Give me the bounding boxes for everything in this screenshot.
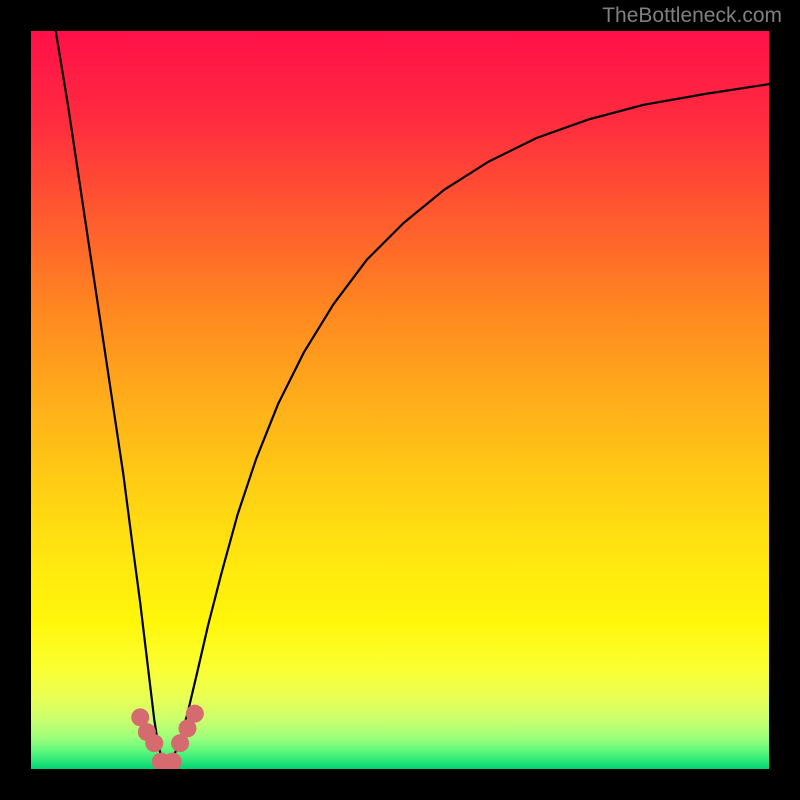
watermark-text: TheBottleneck.com [602,4,782,28]
gradient-background [31,31,769,769]
chart-container: TheBottleneck.com [0,0,800,800]
data-marker [186,705,204,723]
chart-svg [31,31,769,769]
plot-area [31,31,769,769]
data-marker [145,734,163,752]
